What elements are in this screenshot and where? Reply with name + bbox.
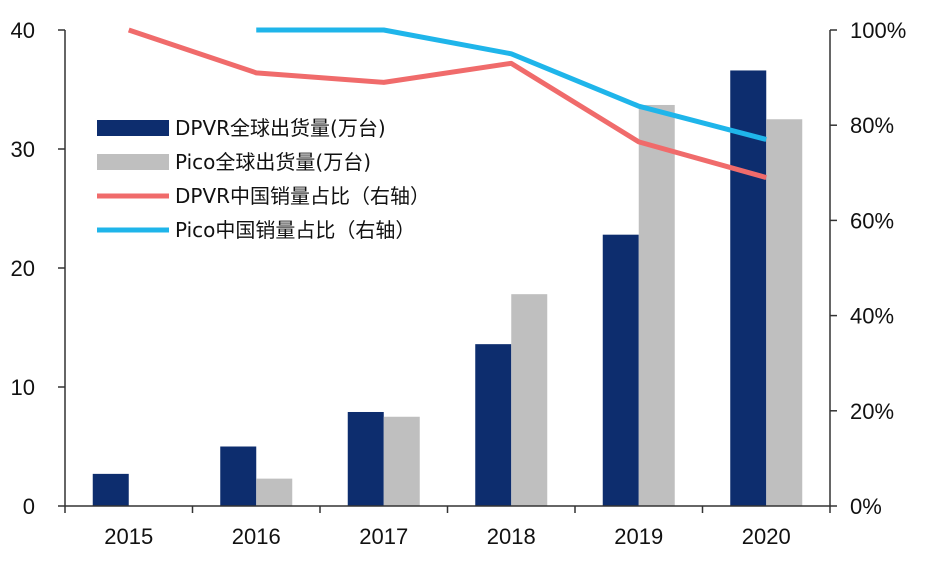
legend-swatch-pico-shipments <box>97 154 169 170</box>
legend-label-dpvr-china-share: DPVR中国销量占比（右轴） <box>175 184 430 208</box>
bar-dpvr-2016 <box>220 446 257 506</box>
bar-pico-2017 <box>383 416 420 506</box>
legend-label-pico-china-share: Pico中国销量占比（右轴） <box>175 218 415 242</box>
axes-layer <box>64 30 831 507</box>
x-axis-tick-label-2018: 2018 <box>487 524 536 549</box>
lines-layer <box>127 27 767 180</box>
left-axis-tick-label: 40 <box>11 18 35 43</box>
legend-label-pico-shipments: Pico全球出货量(万台) <box>175 150 371 174</box>
right-axis-tick-label: 0% <box>850 494 882 519</box>
right-axis-tick-label: 100% <box>850 18 906 43</box>
bars-layer <box>92 70 803 507</box>
x-axis-tick-label-2015: 2015 <box>104 524 153 549</box>
bar-pico-2018 <box>511 294 548 506</box>
legend-swatch-dpvr-shipments <box>97 120 169 136</box>
left-axis-tick-label: 0 <box>23 494 35 519</box>
legend-label-dpvr-shipments: DPVR全球出货量(万台) <box>175 116 386 140</box>
left-axis-tick-label: 20 <box>11 256 35 281</box>
bar-pico-2020 <box>766 119 803 506</box>
bar-pico-2019 <box>638 104 675 506</box>
x-axis-tick-label-2017: 2017 <box>359 524 408 549</box>
left-axis-tick-label: 10 <box>11 375 35 400</box>
bar-dpvr-2020 <box>730 70 767 507</box>
right-axis-tick-label: 60% <box>850 208 894 233</box>
bar-pico-2016 <box>256 478 293 506</box>
x-axis-tick-label-2020: 2020 <box>742 524 791 549</box>
x-axis-tick-label-2019: 2019 <box>614 524 663 549</box>
right-axis-tick-label: 40% <box>850 304 894 329</box>
bar-dpvr-2018 <box>475 344 512 506</box>
bar-dpvr-2015 <box>92 473 129 506</box>
line-dpvr-china-share <box>127 27 767 180</box>
bar-dpvr-2019 <box>602 234 639 506</box>
bar-dpvr-2017 <box>347 411 384 506</box>
x-axis-tick-label-2016: 2016 <box>232 524 281 549</box>
ticks-layer: 0 10 20 30 40 0% 20% 40% 60% 80% 100% 2015 2016 2017 2… <box>11 18 907 549</box>
left-axis-tick-label: 30 <box>11 137 35 162</box>
right-axis-tick-label: 20% <box>850 399 894 424</box>
right-axis-tick-label: 80% <box>850 113 894 138</box>
line-pico-china-share <box>256 27 767 142</box>
legend: DPVR全球出货量(万台) Pico全球出货量(万台) DPVR中国销量占比（右轴）… <box>97 116 430 242</box>
